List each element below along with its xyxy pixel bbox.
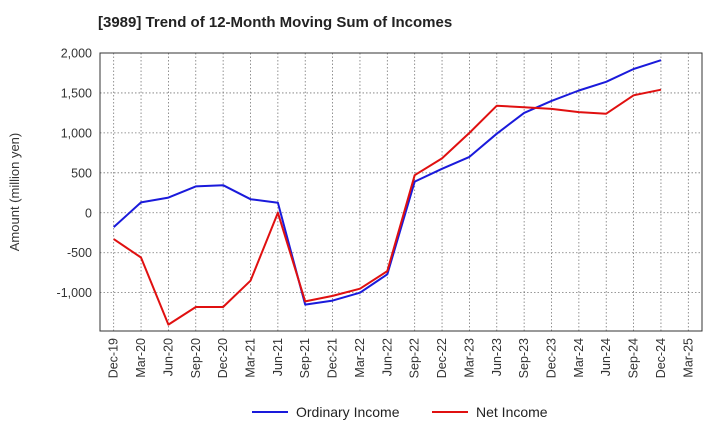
x-tick-label: Dec-24	[654, 338, 668, 378]
y-tick-label: 500	[71, 166, 92, 180]
x-tick-label: Mar-22	[353, 338, 367, 378]
series-layer	[113, 59, 662, 326]
x-tick-label: Mar-23	[462, 338, 476, 378]
y-tick-label: -500	[67, 246, 92, 260]
x-tick-label: Mar-25	[681, 338, 695, 378]
y-tick-label: 2,000	[61, 47, 92, 61]
legend-item-net-income: Net Income	[432, 404, 548, 420]
x-tick-label: Dec-19	[107, 338, 121, 378]
y-tick-label: 1,500	[61, 86, 92, 100]
x-tick-label: Sep-20	[189, 338, 203, 378]
legend-swatch-ordinary-income	[252, 411, 288, 413]
x-tick-label: Mar-20	[134, 338, 148, 378]
x-tick-label: Sep-24	[627, 338, 641, 378]
x-tick-label: Mar-24	[572, 338, 586, 378]
legend: Ordinary Income Net Income	[0, 404, 720, 428]
x-tick-label: Sep-22	[408, 338, 422, 378]
x-tick-label: Dec-20	[216, 338, 230, 378]
x-tick-label: Jun-23	[490, 338, 504, 376]
x-tick-label: Jun-24	[599, 338, 613, 376]
y-tick-label: 1,000	[61, 126, 92, 140]
y-tick-label: 0	[85, 206, 92, 220]
x-tick-label: Dec-23	[545, 338, 559, 378]
legend-label-net-income: Net Income	[476, 404, 548, 420]
x-tick-label: Sep-21	[298, 338, 312, 378]
axis-layer: 2,000 1,500 1,000 500 0 -500 -1,000 Dec-19 Mar-2…	[57, 47, 696, 379]
plot-area-frame	[99, 52, 703, 332]
x-tick-label: Jun-20	[161, 338, 175, 376]
x-tick-label: Mar-21	[244, 338, 258, 378]
y-axis-label: Amount (million yen)	[7, 133, 22, 252]
series-line-ordinary-income	[113, 59, 662, 306]
legend-label-ordinary-income: Ordinary Income	[296, 404, 400, 420]
x-tick-label: Dec-22	[435, 338, 449, 378]
legend-swatch-net-income	[432, 411, 468, 413]
x-tick-label: Jun-21	[271, 338, 285, 376]
x-tick-label: Sep-23	[517, 338, 531, 378]
y-tick-label: -1,000	[57, 286, 92, 300]
chart-title: [3989] Trend of 12-Month Moving Sum of I…	[98, 14, 453, 31]
x-tick-label: Dec-21	[326, 338, 340, 378]
series-line-net-income	[113, 88, 662, 326]
legend-item-ordinary-income: Ordinary Income	[252, 404, 399, 420]
grid-layer	[100, 52, 702, 331]
x-tick-label: Jun-22	[380, 338, 394, 376]
